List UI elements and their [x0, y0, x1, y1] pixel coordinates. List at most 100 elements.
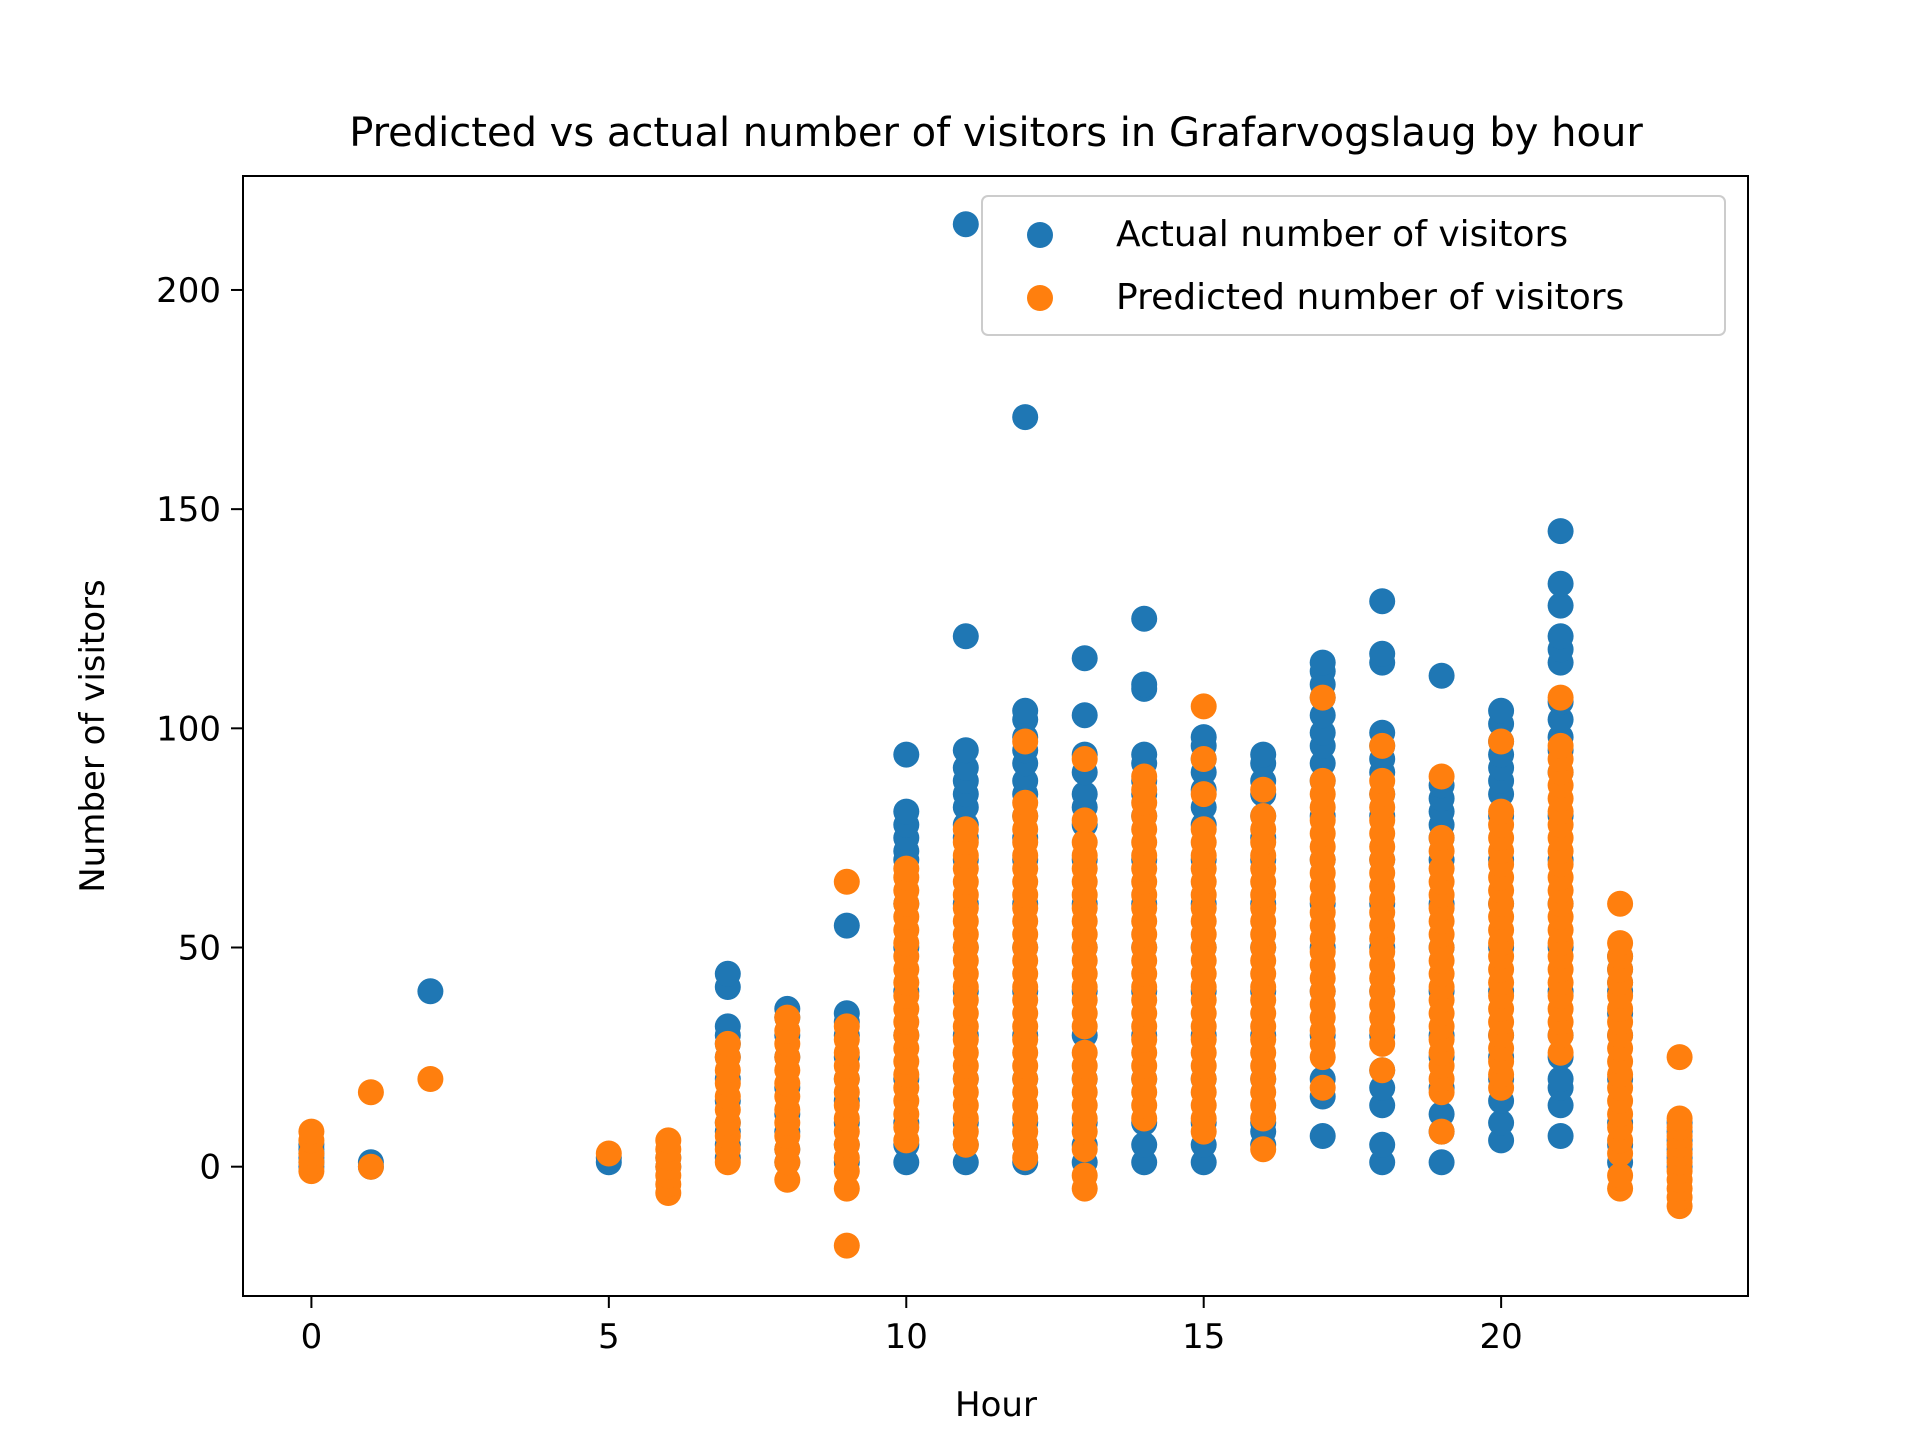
y-tick-label: 100: [156, 709, 221, 749]
point-actual: [1488, 697, 1515, 724]
point-predicted: [1369, 732, 1396, 759]
point-predicted: [1428, 763, 1455, 790]
point-predicted: [1071, 829, 1098, 856]
point-predicted: [833, 1232, 860, 1259]
x-tick-label: 0: [301, 1317, 323, 1357]
point-predicted: [774, 1004, 801, 1031]
point-actual: [1071, 702, 1098, 729]
point-predicted: [952, 816, 979, 843]
point-predicted: [1071, 746, 1098, 772]
point-predicted: [357, 1153, 384, 1180]
legend-box: [981, 195, 1726, 336]
point-actual: [1071, 781, 1098, 808]
legend-label-actual: Actual number of visitors: [1116, 214, 1568, 255]
x-tick-label: 20: [1479, 1317, 1522, 1357]
point-predicted: [1190, 693, 1217, 720]
point-predicted: [595, 1140, 622, 1167]
point-predicted: [1547, 684, 1574, 711]
point-actual: [1547, 570, 1574, 597]
point-actual: [1190, 724, 1217, 751]
y-tick-label: 200: [156, 271, 221, 311]
point-actual: [1131, 605, 1158, 632]
point-predicted: [1071, 807, 1098, 834]
point-predicted: [1012, 789, 1039, 816]
point-predicted: [1012, 728, 1039, 755]
point-predicted: [1547, 732, 1574, 759]
point-predicted: [1369, 767, 1396, 794]
legend-marker-actual: [1027, 222, 1053, 248]
point-predicted: [1071, 1162, 1098, 1189]
point-predicted: [1428, 824, 1455, 851]
point-predicted: [1131, 763, 1158, 790]
data-points: [298, 211, 1693, 1259]
point-predicted: [1190, 816, 1217, 843]
point-predicted: [1369, 1057, 1396, 1084]
point-actual: [1547, 1123, 1574, 1149]
point-actual: [1547, 518, 1574, 545]
point-actual: [893, 798, 920, 825]
chart-title: Predicted vs actual number of visitors i…: [349, 110, 1643, 156]
point-predicted: [1071, 1039, 1098, 1066]
point-actual: [1309, 1123, 1336, 1149]
point-predicted: [1309, 684, 1336, 711]
point-predicted: [655, 1127, 682, 1154]
point-actual: [1131, 1131, 1158, 1158]
point-actual: [1488, 1109, 1515, 1136]
point-predicted: [1190, 781, 1217, 808]
point-predicted: [1428, 1118, 1455, 1145]
point-actual: [1012, 404, 1039, 431]
point-actual: [1369, 588, 1396, 615]
point-predicted: [1190, 746, 1217, 772]
point-predicted: [1250, 803, 1277, 829]
legend: Actual number of visitors Predicted numb…: [981, 195, 1726, 336]
point-predicted: [417, 1066, 444, 1092]
x-axis-label: Hour: [955, 1385, 1037, 1425]
y-axis-label: Number of visitors: [73, 579, 113, 893]
point-predicted: [357, 1079, 384, 1106]
plot-area: [242, 175, 1749, 1297]
point-actual: [1369, 640, 1396, 667]
legend-label-predicted: Predicted number of visitors: [1116, 277, 1624, 318]
point-predicted: [1666, 1105, 1693, 1132]
point-actual: [714, 960, 741, 987]
point-actual: [952, 737, 979, 764]
point-actual: [1547, 592, 1574, 619]
point-predicted: [1250, 1136, 1277, 1163]
point-actual: [1428, 1149, 1455, 1176]
point-actual: [833, 912, 860, 939]
point-actual: [1250, 741, 1277, 768]
point-predicted: [893, 855, 920, 882]
point-predicted: [1607, 890, 1634, 917]
point-actual: [1369, 1131, 1396, 1158]
point-actual: [1131, 671, 1158, 698]
point-actual: [1131, 741, 1158, 768]
point-actual: [1547, 1066, 1574, 1092]
point-predicted: [1488, 728, 1515, 755]
x-tick-label: 5: [598, 1317, 620, 1357]
point-predicted: [833, 1013, 860, 1040]
point-predicted: [1607, 1162, 1634, 1189]
point-actual: [1547, 623, 1574, 650]
point-predicted: [1666, 1044, 1693, 1071]
point-actual: [952, 211, 979, 238]
x-tick-label: 15: [1182, 1317, 1225, 1357]
y-tick-label: 50: [178, 929, 221, 969]
point-actual: [1012, 697, 1039, 724]
point-actual: [1309, 649, 1336, 676]
y-tick-label: 0: [199, 1148, 221, 1188]
point-predicted: [1309, 1074, 1336, 1101]
point-predicted: [714, 1030, 741, 1057]
point-actual: [1428, 662, 1455, 689]
y-tick-label: 150: [156, 490, 221, 530]
point-predicted: [1607, 930, 1634, 957]
point-actual: [952, 623, 979, 650]
point-predicted: [1309, 767, 1336, 794]
x-tick-label: 10: [885, 1317, 928, 1357]
point-predicted: [298, 1118, 325, 1145]
point-predicted: [833, 868, 860, 895]
point-actual: [1071, 645, 1098, 672]
point-predicted: [1250, 776, 1277, 803]
point-actual: [417, 978, 444, 1005]
